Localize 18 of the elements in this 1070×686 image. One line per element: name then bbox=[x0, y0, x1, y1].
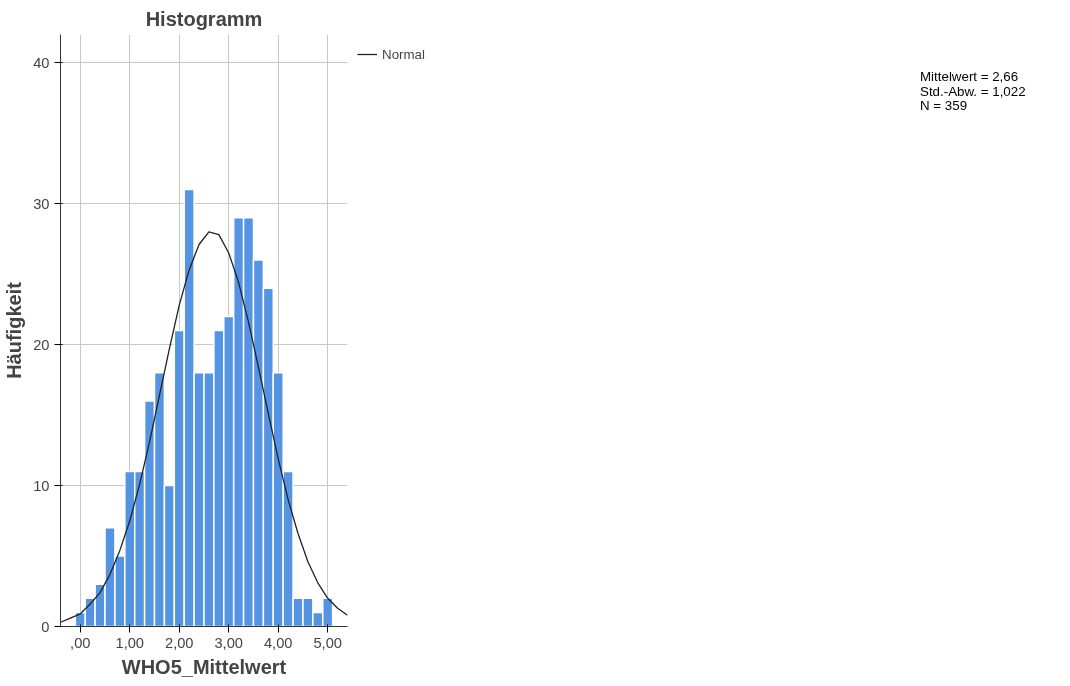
x-axis-title: WHO5_Mittelwert bbox=[121, 655, 287, 678]
text: Std.-Abw. = 1,022 bbox=[920, 83, 1026, 99]
y-tick-label: 20 bbox=[33, 336, 50, 353]
x-tick-label: 4,00 bbox=[263, 634, 293, 651]
text: Mittelwert = 2,66 bbox=[920, 69, 1019, 84]
y-tick-label: 40 bbox=[33, 54, 50, 71]
text: N = 359 bbox=[920, 98, 968, 114]
x-tick-label: 2,00 bbox=[165, 634, 194, 651]
x-tick-label: 1,00 bbox=[115, 634, 145, 651]
y-tick-label: 30 bbox=[33, 195, 50, 212]
y-axis-title: Häufigkeit bbox=[3, 281, 26, 379]
x-tick-label: 5,00 bbox=[313, 634, 342, 651]
legend-label: Normal bbox=[382, 46, 425, 62]
x-tick-label: 3,00 bbox=[214, 634, 244, 651]
chart-title: Histogramm bbox=[145, 7, 263, 30]
x-tick-label: ,00 bbox=[70, 634, 91, 651]
y-tick-label: 10 bbox=[33, 477, 50, 494]
y-tick-label: 0 bbox=[41, 618, 50, 635]
